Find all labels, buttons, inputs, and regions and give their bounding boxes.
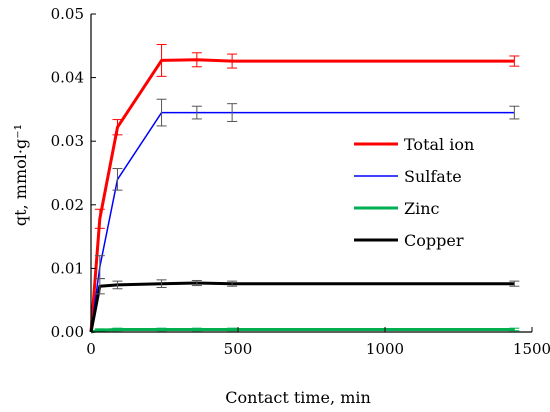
error-bar-sulfate (156, 98, 167, 127)
error-bar-copper (112, 280, 123, 290)
y-tick-label: 0.02 (51, 196, 84, 214)
axes-layer: 0.00 0.01 0.02 0.03 0.04 0.05 0 500 1000 1500 (51, 5, 550, 358)
x-tick-label: 500 (224, 340, 253, 358)
error-bar-sulfate (112, 168, 123, 191)
error-bar-total-ion (509, 55, 520, 67)
error-bar-total-ion (227, 53, 238, 69)
error-bar-zinc (112, 327, 123, 332)
error-bar-copper (227, 280, 238, 287)
y-tick-label: 0.03 (51, 132, 84, 150)
series-total-ion (89, 44, 520, 333)
legend: Total ion Sulfate Zinc Copper (354, 135, 474, 250)
legend-item-sulfate: Sulfate (354, 167, 462, 186)
error-bar-sulfate (509, 105, 520, 120)
error-bar-total-ion (156, 44, 167, 77)
error-bar-total-ion (191, 52, 202, 68)
error-bar-copper (156, 279, 167, 288)
x-tick-label: 1500 (513, 340, 550, 358)
error-bar-zinc (509, 327, 520, 332)
y-tick-label: 0.01 (51, 259, 84, 277)
x-tick-label: 1000 (366, 340, 404, 358)
series-sulfate (90, 98, 520, 333)
error-bar-copper (191, 279, 202, 287)
error-bar-sulfate (191, 105, 202, 120)
y-tick-label: 0.04 (51, 69, 84, 87)
legend-label-sulfate: Sulfate (404, 167, 462, 186)
y-axis-title: qt, mmol·g⁻¹ (11, 124, 30, 226)
error-bar-zinc (156, 327, 167, 332)
series-layer (89, 44, 520, 334)
error-bar-zinc (191, 327, 202, 332)
error-bar-zinc (94, 328, 105, 332)
legend-label-zinc: Zinc (404, 199, 440, 218)
series-copper (89, 278, 520, 333)
error-bar-copper (94, 278, 105, 295)
y-tick-label: 0.00 (51, 323, 84, 341)
legend-item-zinc: Zinc (354, 199, 440, 218)
y-tick-label: 0.05 (51, 5, 84, 23)
x-tick-label: 0 (86, 340, 96, 358)
x-axis-title: Contact time, min (225, 388, 371, 407)
legend-label-copper: Copper (404, 231, 464, 250)
error-bar-total-ion (112, 119, 123, 136)
legend-item-copper: Copper (354, 231, 464, 250)
error-bar-sulfate (227, 103, 238, 122)
error-bar-zinc (227, 327, 238, 332)
error-bar-copper (509, 280, 520, 287)
error-bar-total-ion (94, 208, 105, 229)
legend-label-total-ion: Total ion (404, 135, 474, 154)
series-zinc (90, 327, 520, 334)
legend-item-total-ion: Total ion (354, 135, 474, 154)
